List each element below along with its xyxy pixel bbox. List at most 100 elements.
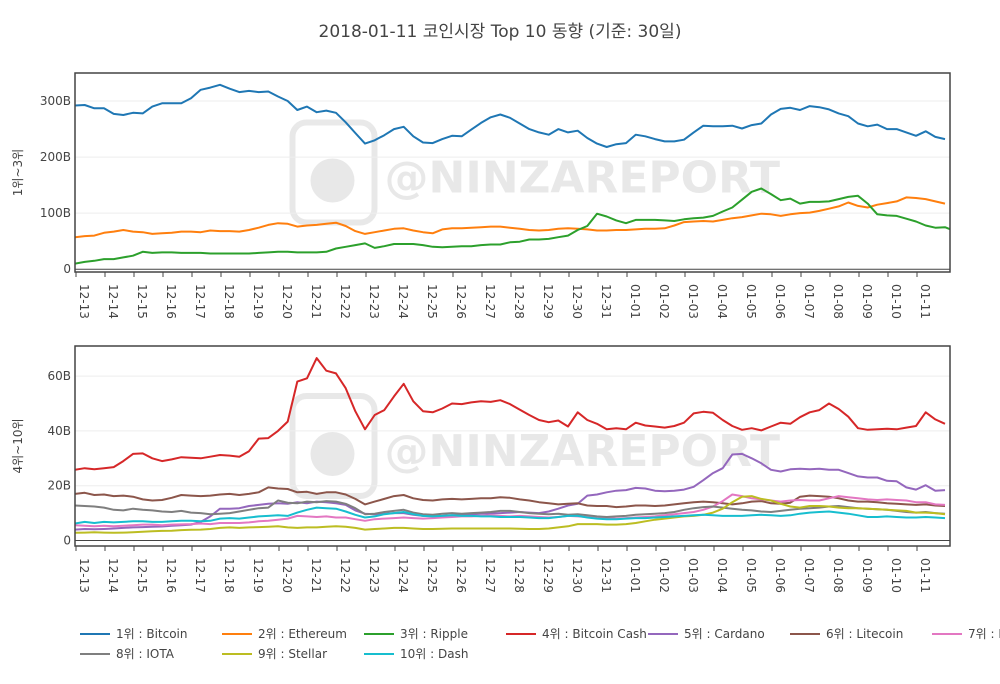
y-axis-title: 4위~10위 bbox=[11, 418, 25, 473]
series-line-2 bbox=[75, 196, 946, 239]
panel-bottom: @NINZAREPORT 0 20B 40B 60B 4위~10위 12-13 12-14 12… bbox=[11, 345, 951, 593]
x-tick-label: 01-02 bbox=[657, 558, 671, 593]
x-tick-label: 12-22 bbox=[338, 284, 352, 319]
plot-frame bbox=[74, 345, 951, 547]
watermark-logo-dot bbox=[310, 158, 355, 203]
x-tick-label: 12-20 bbox=[280, 558, 294, 593]
legend-item[interactable]: 1위 : Bitcoin bbox=[80, 627, 188, 641]
legend: 1위 : Bitcoin 2위 : Ethereum 3위 : Ripple 4위 :… bbox=[80, 627, 1000, 661]
x-tick-label: 12-25 bbox=[425, 558, 439, 593]
y-tick-label: 40B bbox=[47, 424, 71, 438]
x-tick-label: 12-17 bbox=[193, 558, 207, 593]
x-tick-label: 12-28 bbox=[512, 284, 526, 319]
legend-item[interactable]: 8위 : IOTA bbox=[80, 647, 175, 661]
x-tick-label: 12-15 bbox=[135, 284, 149, 319]
y-tick-label: 20B bbox=[47, 479, 71, 493]
x-tick-label: 01-01 bbox=[628, 284, 642, 319]
x-tick-label: 01-03 bbox=[686, 558, 700, 593]
watermark-text: @NINZAREPORT bbox=[385, 426, 780, 477]
x-tick-label: 12-26 bbox=[454, 558, 468, 593]
legend-item[interactable]: 4위 : Bitcoin Cash bbox=[506, 627, 647, 641]
x-tick-label: 01-08 bbox=[831, 284, 845, 319]
x-tick-label: 01-02 bbox=[657, 284, 671, 319]
x-tick-label: 01-01 bbox=[628, 558, 642, 593]
legend-item[interactable]: 6위 : Litecoin bbox=[790, 627, 903, 641]
x-tick-label: 01-05 bbox=[744, 558, 758, 593]
legend-label: 4위 : Bitcoin Cash bbox=[542, 627, 647, 641]
x-tick-label: 12-27 bbox=[483, 558, 497, 593]
x-tick-label: 12-26 bbox=[454, 284, 468, 319]
legend-item[interactable]: 9위 : Stellar bbox=[222, 647, 327, 661]
x-tick-label: 12-17 bbox=[193, 284, 207, 319]
legend-item[interactable]: 3위 : Ripple bbox=[364, 627, 468, 641]
x-tick-label: 12-29 bbox=[541, 558, 555, 593]
x-tick-label: 12-28 bbox=[512, 558, 526, 593]
x-tick-label: 01-04 bbox=[715, 558, 729, 593]
legend-label: 10위 : Dash bbox=[400, 647, 468, 661]
x-tick-label: 01-04 bbox=[715, 284, 729, 319]
x-tick-label: 12-21 bbox=[309, 284, 323, 319]
legend-label: 2위 : Ethereum bbox=[258, 627, 347, 641]
x-tick-label: 12-13 bbox=[77, 284, 91, 319]
x-tick-label: 12-31 bbox=[599, 558, 613, 593]
y-tick-label: 200B bbox=[40, 150, 71, 164]
x-tick-label: 01-03 bbox=[686, 284, 700, 319]
watermark: @NINZAREPORT bbox=[289, 119, 780, 226]
legend-label: 9위 : Stellar bbox=[258, 647, 327, 661]
chart-title: 2018-01-11 코인시장 Top 10 동향 (기준: 30일) bbox=[319, 22, 682, 42]
legend-label: 8위 : IOTA bbox=[116, 647, 175, 661]
series-line-10 bbox=[75, 506, 946, 525]
series-line-5 bbox=[75, 452, 946, 531]
x-tick-label: 12-27 bbox=[483, 284, 497, 319]
x-tick-label: 12-19 bbox=[251, 558, 265, 593]
x-tick-label: 01-11 bbox=[918, 284, 932, 319]
y-axis-title: 1위~3위 bbox=[11, 149, 25, 196]
x-tick-label: 12-21 bbox=[309, 558, 323, 593]
x-tick-label: 12-24 bbox=[396, 284, 410, 319]
x-tick-label: 12-30 bbox=[570, 558, 584, 593]
x-tick-label: 01-07 bbox=[802, 284, 816, 319]
watermark: @NINZAREPORT bbox=[289, 393, 780, 499]
legend-label: 7위 : NEM bbox=[968, 627, 1000, 641]
series-line-1 bbox=[75, 83, 946, 148]
x-tick-label: 12-15 bbox=[135, 558, 149, 593]
x-tick-label: 01-10 bbox=[889, 284, 903, 319]
x-tick-label: 12-18 bbox=[222, 284, 236, 319]
y-tick-label: 0 bbox=[63, 534, 71, 548]
x-tick-label: 01-10 bbox=[889, 558, 903, 593]
x-tick-label: 12-31 bbox=[599, 284, 613, 319]
legend-label: 1위 : Bitcoin bbox=[116, 627, 188, 641]
series-line-3 bbox=[75, 187, 950, 265]
y-tick-label: 300B bbox=[40, 94, 71, 108]
x-tick-label: 01-09 bbox=[860, 284, 874, 319]
watermark-text: @NINZAREPORT bbox=[385, 153, 780, 204]
watermark-logo-dot bbox=[310, 432, 355, 476]
x-tick-label: 01-09 bbox=[860, 558, 874, 593]
x-tick-label: 12-19 bbox=[251, 284, 265, 319]
legend-item[interactable]: 7위 : NEM bbox=[932, 627, 1000, 641]
x-tick-label: 01-08 bbox=[831, 558, 845, 593]
x-tick-label: 12-23 bbox=[367, 284, 381, 319]
x-tick-label: 01-06 bbox=[773, 284, 787, 319]
x-tick-label: 12-13 bbox=[77, 558, 91, 593]
y-tick-label: 60B bbox=[47, 369, 71, 383]
series-line-9 bbox=[75, 495, 946, 534]
x-tick-label: 12-22 bbox=[338, 558, 352, 593]
legend-item[interactable]: 10위 : Dash bbox=[364, 647, 468, 661]
legend-item[interactable]: 2위 : Ethereum bbox=[222, 627, 347, 641]
y-tick-label: 0 bbox=[63, 262, 71, 276]
x-tick-label: 01-11 bbox=[918, 558, 932, 593]
x-tick-label: 01-05 bbox=[744, 284, 758, 319]
x-tick-label: 12-23 bbox=[367, 558, 381, 593]
x-tick-label: 01-06 bbox=[773, 558, 787, 593]
legend-label: 6위 : Litecoin bbox=[826, 627, 903, 641]
x-tick-label: 12-14 bbox=[106, 284, 120, 319]
series-line-8 bbox=[75, 499, 946, 518]
x-tick-label: 12-24 bbox=[396, 558, 410, 593]
x-tick-label: 12-16 bbox=[164, 284, 178, 319]
legend-item[interactable]: 5위 : Cardano bbox=[648, 627, 765, 641]
x-tick-label: 12-25 bbox=[425, 284, 439, 319]
panel-top: @NINZAREPORT 0 100B 200B 300B 1위~3위 12-13 12-14… bbox=[11, 72, 951, 319]
